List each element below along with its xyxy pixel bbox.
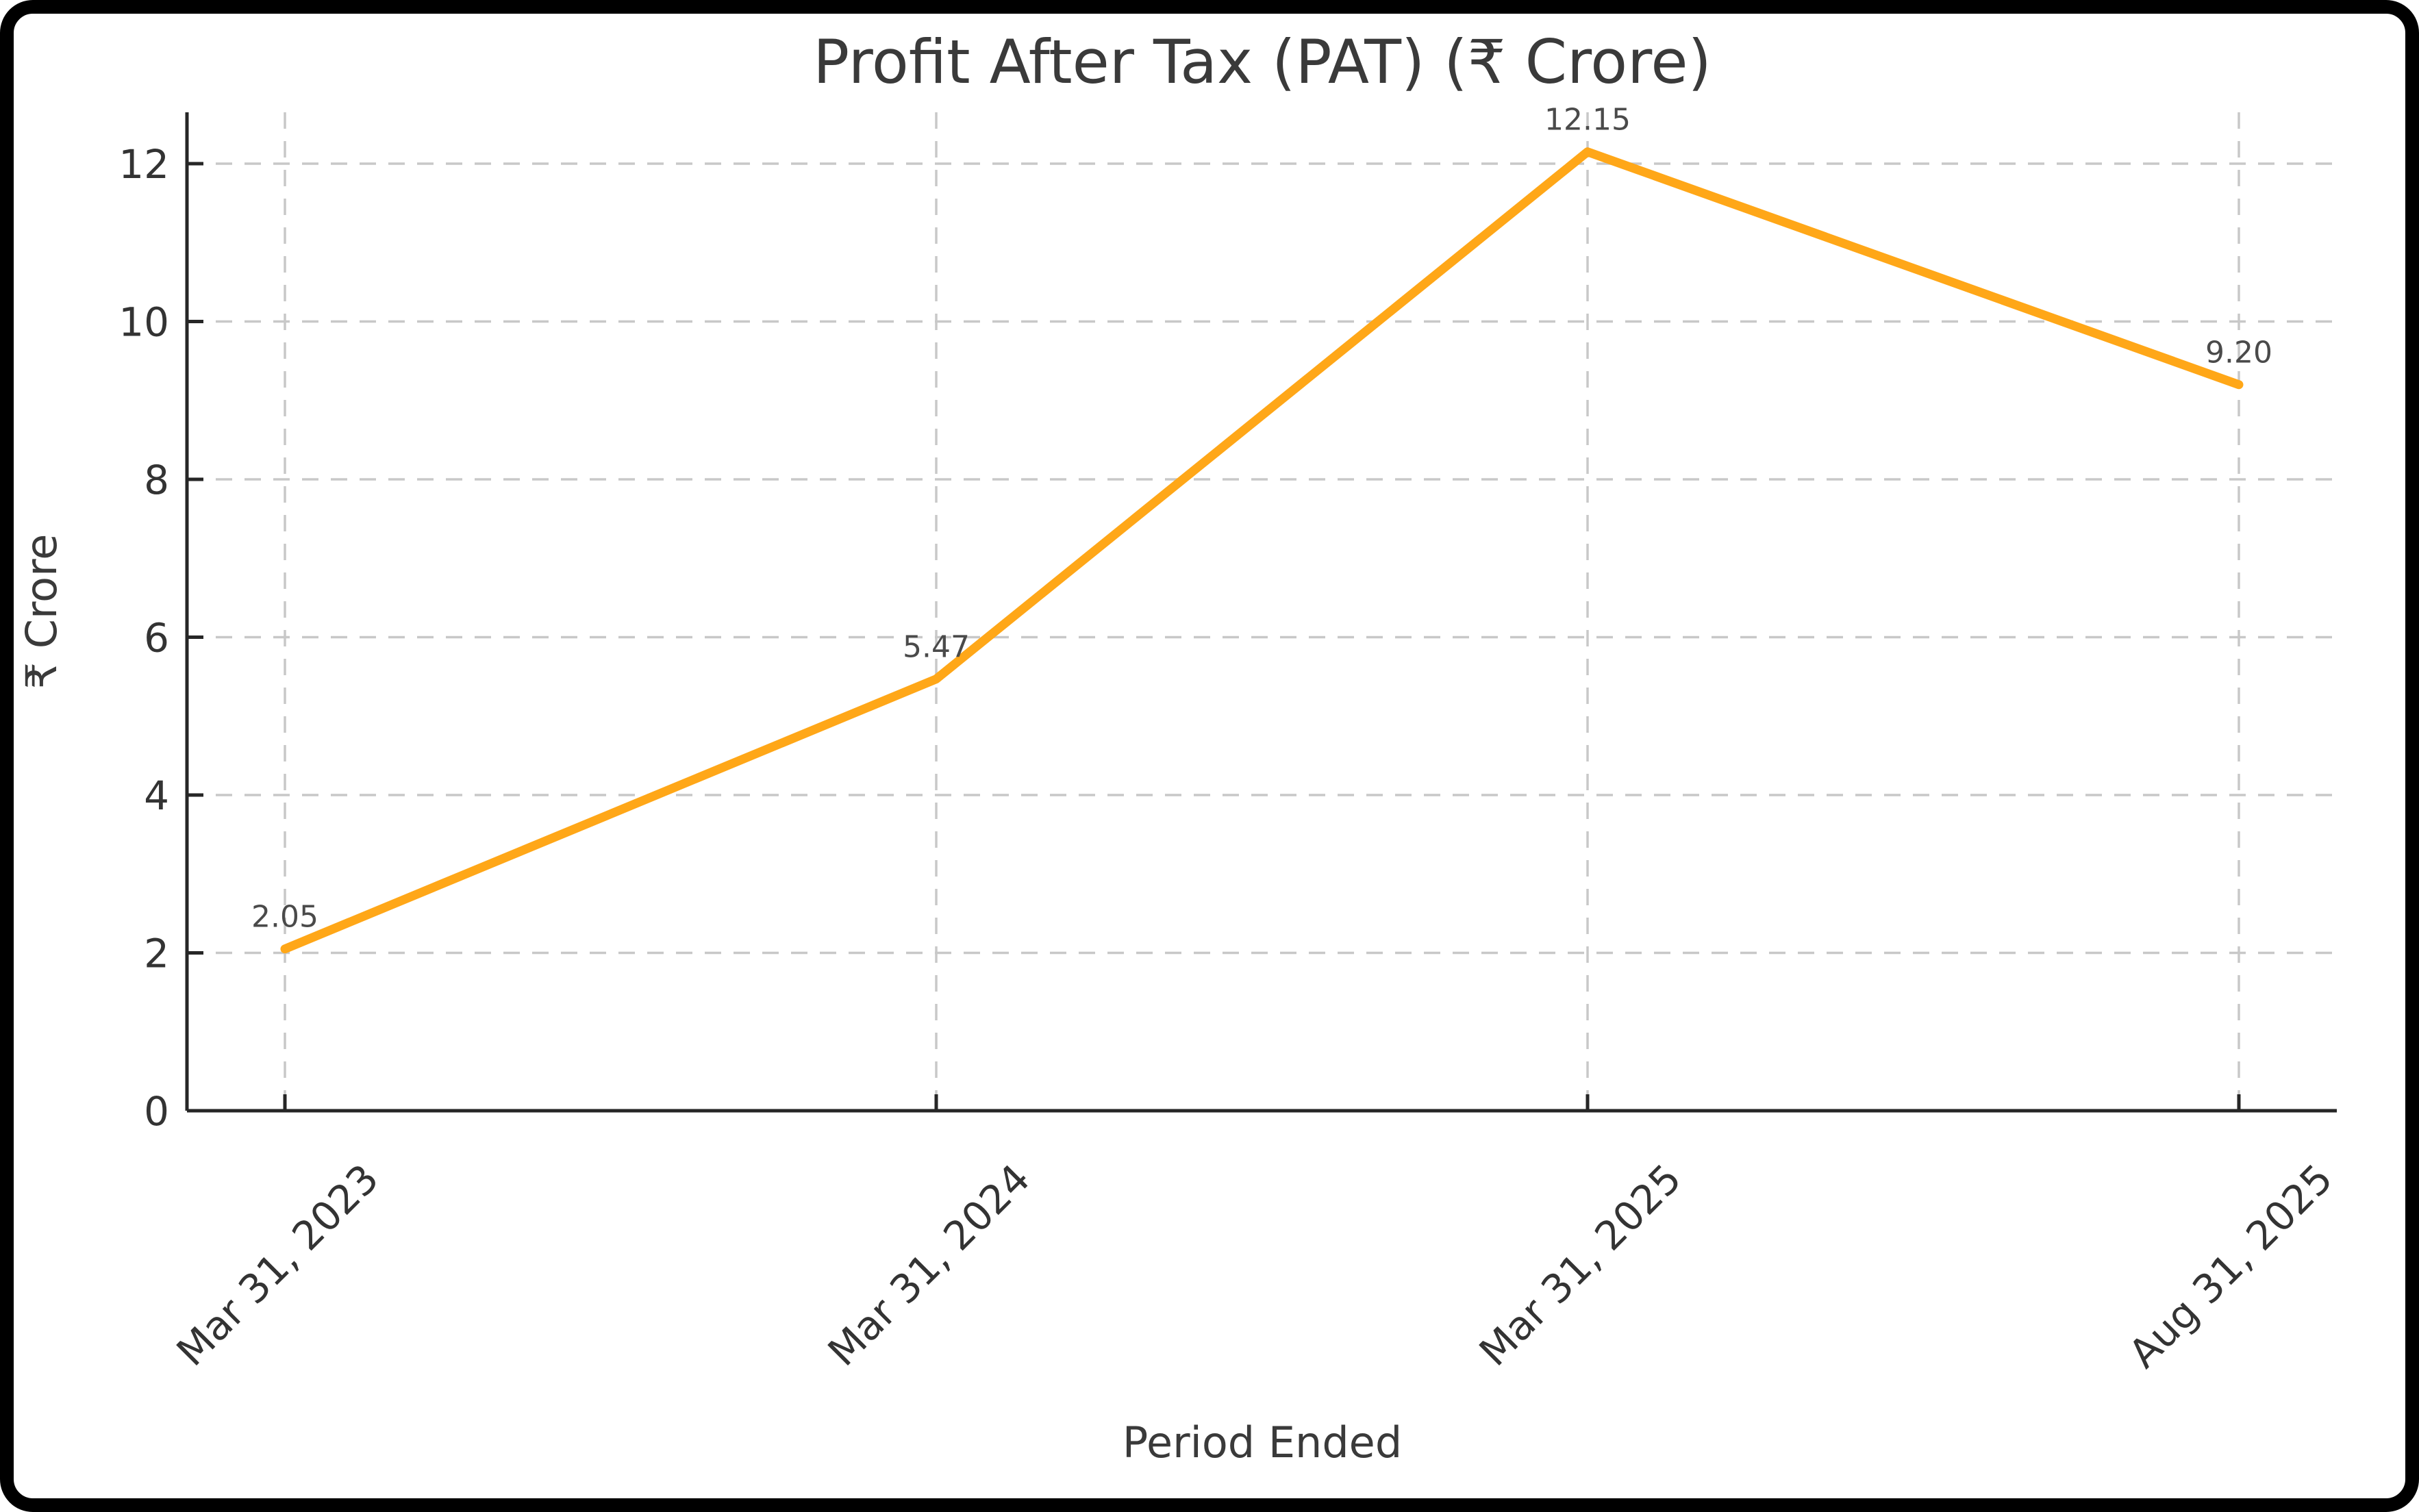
x-tick-label: Aug 31, 2025 (2120, 1155, 2342, 1377)
y-tick-label: 0 (144, 1088, 169, 1135)
x-tick-label: Mar 31, 2024 (819, 1155, 1039, 1375)
x-tick-label: Mar 31, 2025 (1470, 1155, 1690, 1375)
point-labels-group: 2.05 5.47 12.15 9.20 (251, 103, 2272, 935)
gridlines-group (187, 112, 2337, 1112)
tick-labels-group: 0 2 4 6 8 10 12 Mar 31, 2023 Mar 31, 2024 Mar 31,… (118, 141, 2342, 1377)
x-axis-label: Period Ended (1123, 1418, 1402, 1467)
y-tick-label: 8 (144, 457, 169, 503)
series-group (280, 147, 2244, 954)
y-axis-label: ₹ Crore (16, 534, 66, 690)
chart-title: Profit After Tax (PAT) (₹ Crore) (813, 27, 1712, 97)
pat-series-line (280, 147, 2244, 954)
y-tick-label: 10 (118, 299, 169, 346)
data-point-label: 2.05 (251, 900, 318, 935)
data-point-label: 9.20 (2205, 336, 2272, 370)
axes-group (185, 112, 2337, 1113)
data-point-label: 12.15 (1544, 103, 1631, 138)
y-tick-label: 6 (144, 615, 169, 662)
y-tick-label: 2 (144, 931, 169, 977)
data-point-label: 5.47 (903, 630, 970, 665)
x-tick-label: Mar 31, 2023 (168, 1155, 388, 1375)
y-tick-label: 12 (118, 141, 169, 188)
y-tick-label: 4 (144, 772, 169, 819)
